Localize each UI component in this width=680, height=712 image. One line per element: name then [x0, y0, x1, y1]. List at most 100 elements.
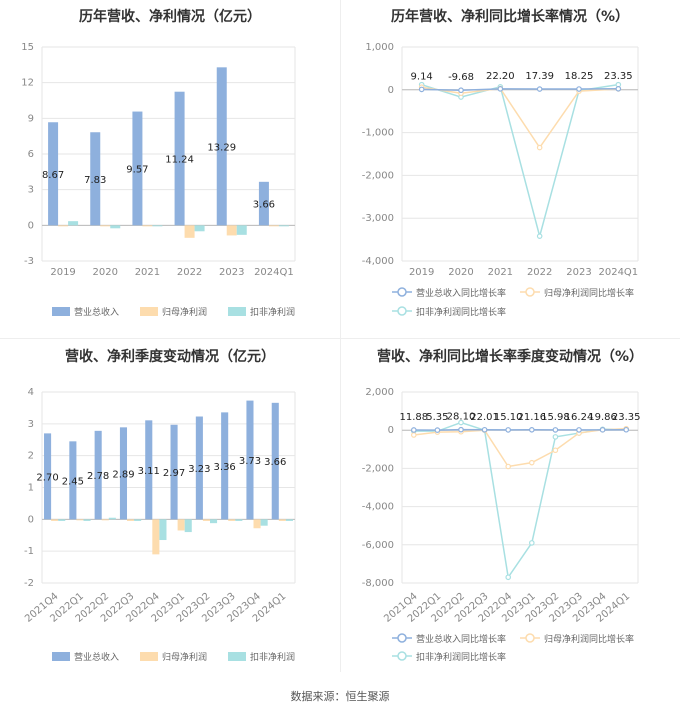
legend-swatch	[228, 652, 246, 661]
y-tick-label: 4	[28, 387, 34, 398]
y-tick-label: 1	[28, 483, 34, 494]
data-point	[505, 463, 512, 470]
data-point	[576, 86, 582, 92]
data-label: 3.66	[253, 200, 275, 211]
data-label: 9.14	[411, 71, 433, 82]
data-label: 11.24	[165, 155, 194, 166]
y-tick-label: 0	[28, 514, 34, 525]
y-tick-label: -2	[24, 578, 34, 589]
data-point	[529, 426, 535, 433]
y-tick-label: -4,000	[362, 256, 394, 267]
y-tick-label: 15	[21, 42, 34, 53]
x-tick-label: 2022	[527, 267, 552, 278]
bar	[170, 424, 178, 520]
legend-label: 营业总收入	[74, 306, 119, 318]
legend-marker	[397, 306, 407, 316]
data-label: 2.70	[36, 472, 58, 483]
bar	[226, 225, 237, 236]
data-point	[552, 427, 559, 433]
legend-swatch	[140, 307, 158, 316]
legend-label: 归母净利润同比增长率	[544, 633, 634, 645]
y-tick-label: 12	[21, 78, 34, 89]
y-tick-label: -3,000	[362, 213, 394, 224]
bar	[246, 400, 254, 520]
series-line	[421, 83, 619, 240]
x-tick-label: 2023	[566, 267, 591, 278]
x-tick-label: 2021	[135, 267, 160, 278]
bar	[278, 225, 289, 227]
bar	[100, 225, 111, 227]
bar	[174, 91, 185, 226]
bar	[271, 402, 279, 520]
vertical-divider	[340, 0, 341, 672]
bar	[285, 519, 293, 521]
data-label: 13.29	[207, 142, 236, 153]
legend-marker	[397, 633, 407, 643]
chart-title: 历年营收、净利同比增长率情况（%）	[390, 9, 630, 25]
data-label: 11.88	[399, 412, 428, 423]
bar	[58, 225, 69, 227]
data-point	[458, 426, 464, 433]
annual-revenue-profit-panel: 历年营收、净利情况（亿元） 15 12 9 6 3 0 -3 2019 2020 2021 2022…	[0, 0, 340, 338]
bar	[253, 519, 261, 529]
bar	[260, 519, 268, 526]
data-label: 19.86	[588, 412, 617, 423]
bar	[184, 519, 192, 533]
data-label: 23.35	[612, 412, 641, 423]
y-tick-label: -1,000	[362, 128, 394, 139]
data-label: 3.73	[239, 456, 261, 467]
x-tick-label: 2024Q1	[598, 267, 638, 278]
legend-marker	[397, 287, 407, 297]
bar	[90, 132, 101, 226]
legend-marker	[397, 651, 407, 661]
y-tick-label: -3	[24, 256, 34, 267]
legend-swatch	[228, 307, 246, 316]
quarterly-line-chart: 2,0000-2,000-4,000-6,000-8,0002021Q42022…	[362, 387, 641, 663]
data-point	[458, 419, 464, 426]
x-tick-label: 2020	[448, 267, 473, 278]
series-line	[413, 427, 627, 468]
data-label: 8.67	[42, 170, 64, 181]
quarterly-growth-panel: 营收、净利同比增长率季度变动情况（%） 2,000 0 -2,000 -4,000 -6…	[340, 338, 680, 678]
data-label: 2.89	[112, 469, 134, 480]
y-tick-label: 2	[28, 451, 34, 462]
y-tick-label: 2,000	[365, 387, 394, 398]
bar	[101, 519, 109, 521]
data-source: 数据来源：恒生聚源	[290, 690, 390, 703]
y-tick-label: -2,000	[362, 170, 394, 181]
data-point	[505, 427, 512, 433]
y-tick-label: 3	[28, 419, 34, 430]
bar	[119, 427, 128, 520]
bar	[195, 416, 203, 520]
data-label: 22.20	[486, 71, 515, 82]
bar	[184, 225, 195, 238]
chart-title: 营收、净利同比增长率季度变动情况（%）	[376, 349, 644, 365]
bar	[76, 519, 84, 521]
data-point	[552, 434, 559, 440]
y-tick-label: 9	[28, 113, 34, 124]
legend-label: 营业总收入同比增长率	[416, 287, 506, 299]
legend-swatch	[52, 307, 70, 316]
data-point	[411, 427, 417, 433]
x-tick-label: 2021	[488, 267, 513, 278]
bar	[108, 517, 116, 520]
data-point	[418, 86, 425, 93]
data-label: 21.16	[517, 412, 546, 423]
bar	[94, 430, 102, 520]
annual-growth-panel: 历年营收、净利同比增长率情况（%） 1,000 0 -1,000 -2,000 -3,0…	[340, 0, 680, 338]
data-label: 28.10	[447, 412, 476, 423]
data-point	[576, 427, 582, 433]
data-label: -9.68	[448, 72, 474, 83]
series-line	[421, 86, 619, 149]
data-label: 3.66	[264, 457, 286, 468]
y-tick-label: 0	[388, 425, 394, 436]
bar	[268, 225, 279, 227]
series-line	[413, 421, 627, 580]
legend-swatch	[140, 652, 158, 661]
bar	[221, 412, 229, 520]
horizontal-divider	[0, 338, 680, 339]
data-point	[552, 447, 559, 454]
quarterly-bar-chart: 43210-1-22021Q42022Q12022Q22022Q32022Q42…	[23, 387, 296, 663]
series-line	[421, 88, 619, 91]
bar	[44, 433, 52, 520]
